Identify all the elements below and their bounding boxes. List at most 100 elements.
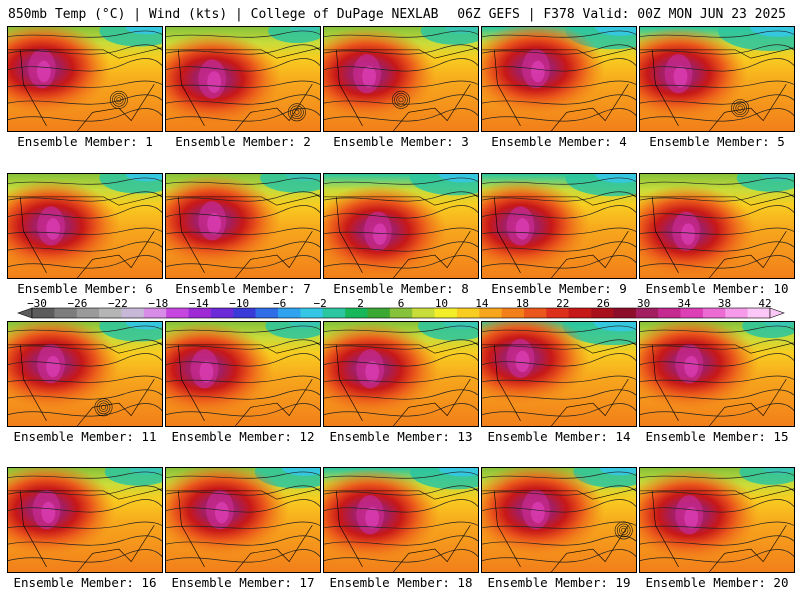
hot-core [324,174,478,278]
coastline [20,196,47,273]
heat-dome-peak [199,360,214,383]
height-contour [640,499,794,513]
height-contour [166,227,320,235]
height-contour [324,353,478,367]
colorbar-segment [434,308,458,318]
cyclone-contour [731,99,750,118]
hot-core [166,27,320,131]
temperature-map [165,26,321,132]
height-contour [640,241,794,252]
colorbar-tick-label: 42 [758,297,772,310]
colorbar-segment [613,308,637,318]
height-contour [482,325,636,333]
height-contour [324,535,478,546]
cyclone-contour [614,521,633,540]
member-label: Ensemble Member: 3 [333,134,469,149]
gulf-coast [393,525,471,572]
heat-dome-peak [530,60,545,83]
temperature-map [323,173,479,279]
colorbar-tick-label: −22 [107,297,128,310]
temperature-map [323,321,479,427]
heat-dome-peak [515,350,530,373]
member-label: Ensemble Member: 9 [491,281,627,296]
hot-core [640,174,794,278]
coastline [336,490,363,567]
heat-dome-peak [684,506,699,529]
colorbar-segment [300,308,324,318]
colorbar-tick-labels: −30 −26 −22 −18 −14 −10 −6 −2 2 6 10 14 18 22 26 30 34 38… [0,297,800,310]
member-label: Ensemble Member: 13 [329,429,473,444]
height-contour [8,471,162,479]
heat-dome-peak [530,501,545,524]
cyclone-contour [616,523,631,538]
height-contour [640,535,794,546]
country-border [482,488,636,500]
gulf-coast [77,525,155,572]
height-contour [482,403,636,417]
heat-dome-peak [684,355,699,378]
colorbar-tick-label: 2 [357,297,364,310]
coastline [494,49,521,126]
height-contour [8,108,162,122]
height-contour [482,389,636,400]
height-contour [482,485,636,496]
cyclone-contour [290,105,304,120]
height-contour [640,521,794,529]
hot-core [324,322,478,426]
colorbar-strip [17,307,785,319]
hot-core [640,468,794,572]
coastline [20,490,47,567]
height-contour [166,375,320,383]
height-contour [640,58,794,72]
hot-core [166,468,320,572]
height-contour [166,108,320,122]
height-contour [482,521,636,529]
temperature-map [165,173,321,279]
temperature-map [639,321,795,427]
country-border [8,488,162,500]
colorbar-segment [568,308,592,318]
coastline [652,490,679,567]
colorbar-segment [255,308,279,318]
temperature-map [165,467,321,573]
colorbar-tick-label: 38 [717,297,732,310]
temperature-map [323,26,479,132]
colorbar-segment [233,308,256,318]
coastline [494,490,521,567]
colorbar-tick-label: −18 [148,297,169,310]
colorbar-segment [121,308,145,318]
height-contour [166,485,320,496]
heat-dome-peak [515,218,530,240]
height-contour [324,499,478,513]
gulf-coast [709,84,787,131]
gulf-coast [77,379,155,426]
height-contour [482,339,636,350]
height-contour [640,94,794,105]
heat-dome-peak [365,360,380,383]
heat-dome-peak [214,501,229,524]
height-contour [8,205,162,219]
hot-core [482,174,636,278]
member-label: Ensemble Member: 19 [487,575,631,590]
colorbar-segment [479,308,502,318]
height-contour [482,177,636,185]
member-label: Ensemble Member: 10 [645,281,789,296]
temperature-map [481,173,637,279]
height-contour [324,389,478,400]
height-contour [640,471,794,479]
height-contour [324,44,478,55]
colorbar-tick-label: 10 [434,297,449,310]
gulf-coast [77,231,155,278]
cyclone-contour [112,93,126,107]
height-contour [324,471,478,479]
coastline [336,196,363,273]
height-contour [324,521,478,529]
height-contour [640,255,794,269]
country-border [482,194,636,206]
cyclone-contour [109,90,128,109]
gulf-coast [551,379,629,426]
hot-core [482,468,636,572]
height-contour [8,389,162,400]
heat-dome-peak [207,71,222,93]
member-label: Ensemble Member: 4 [491,134,627,149]
